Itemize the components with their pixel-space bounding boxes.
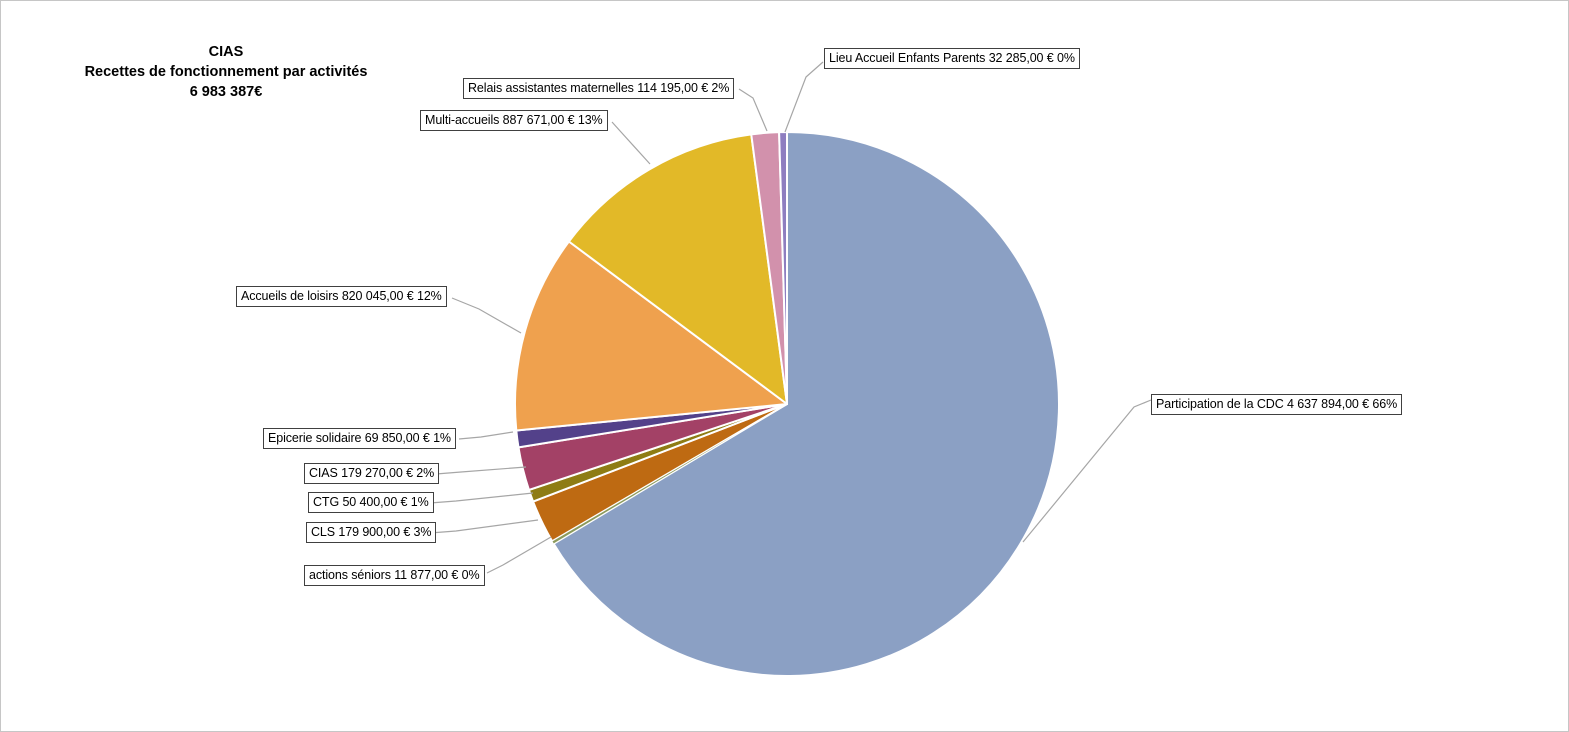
chart-title-line-1: CIAS	[208, 44, 244, 60]
data-label-multi-accueils: Multi-accueils 887 671,00 € 13%	[420, 110, 608, 131]
leader-line-lieu-accueil-enfants-parents	[784, 61, 824, 133]
leader-line-relais-assistantes-maternelles	[738, 88, 768, 132]
data-label-participation-cdc: Participation de la CDC 4 637 894,00 € 6…	[1151, 394, 1403, 415]
data-label-accueils-de-loisirs: Accueils de loisirs 820 045,00 € 12%	[236, 286, 447, 307]
leader-line-ctg	[429, 492, 534, 504]
leader-line-participation-cdc	[1022, 399, 1152, 543]
chart-title-line-3: 6 983 387€	[189, 84, 263, 100]
data-label-ctg: CTG 50 400,00 € 1%	[308, 492, 434, 513]
leader-line-cias	[435, 466, 527, 475]
data-label-epicerie-solidaire: Epicerie solidaire 69 850,00 € 1%	[263, 428, 456, 449]
chart-title-line-2: Recettes de fonctionnement par activités	[84, 64, 368, 80]
data-label-cias: CIAS 179 270,00 € 2%	[304, 463, 440, 484]
data-label-cls: CLS 179 900,00 € 3%	[306, 522, 437, 543]
pie-slice-participation-cdc	[552, 131, 1060, 677]
pie-slice-accueils-de-loisirs	[513, 240, 788, 432]
data-label-actions-seniors: actions séniors 11 877,00 € 0%	[304, 565, 485, 586]
leader-line-accueils-de-loisirs	[451, 297, 522, 334]
pie-slice-multi-accueils	[567, 133, 788, 405]
data-label-lieu-accueil-enfants-parents: Lieu Accueil Enfants Parents 32 285,00 €…	[824, 48, 1080, 69]
leader-line-epicerie-solidaire	[458, 431, 514, 440]
leader-line-actions-seniors	[486, 536, 552, 574]
pie-slice-actions-seniors	[551, 403, 788, 545]
pie-slice-lieu-accueil-enfants-parents	[778, 130, 788, 405]
leader-line-multi-accueils	[611, 121, 651, 165]
leader-line-cls	[429, 519, 539, 534]
data-label-relais-assistantes-maternelles: Relais assistantes maternelles 114 195,0…	[463, 78, 735, 99]
chart-title: CIAS Recettes de fonctionnement par acti…	[29, 42, 423, 102]
